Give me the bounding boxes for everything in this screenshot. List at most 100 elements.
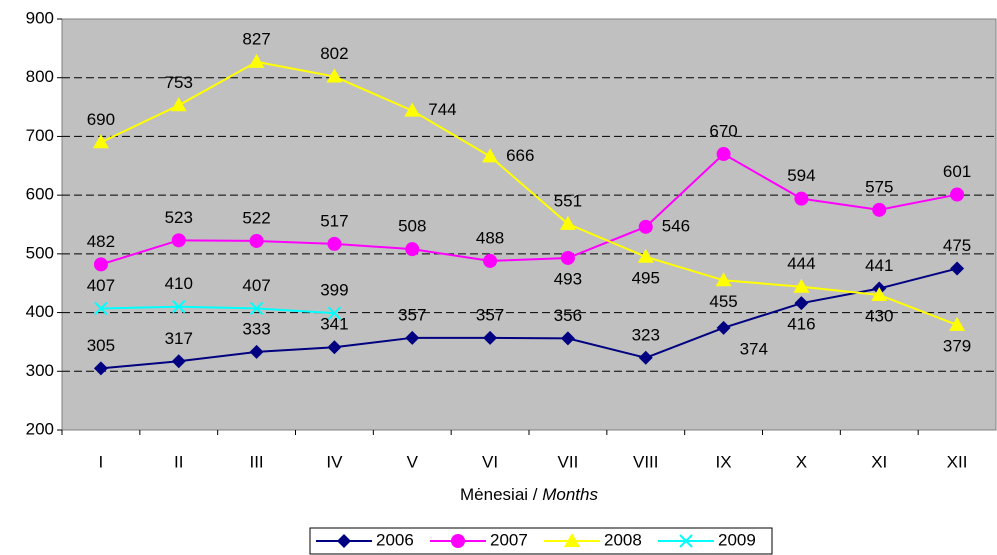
x-tick-label: X xyxy=(796,452,807,471)
data-point xyxy=(327,236,342,251)
data-label: 305 xyxy=(87,336,115,355)
data-point xyxy=(405,330,420,345)
data-point xyxy=(482,148,499,163)
data-label: 357 xyxy=(476,305,504,324)
data-label: 546 xyxy=(662,216,690,235)
data-point xyxy=(171,354,186,369)
data-label: 333 xyxy=(242,319,270,338)
data-point xyxy=(794,191,809,206)
x-tick-label: VI xyxy=(482,452,498,471)
legend-label: 2008 xyxy=(604,530,642,549)
data-label: 430 xyxy=(865,306,893,325)
x-tick-label: I xyxy=(99,452,104,471)
x-tick-label: XI xyxy=(871,452,887,471)
y-tick-label: 800 xyxy=(26,67,54,86)
data-label: 601 xyxy=(943,162,971,181)
y-tick-label: 900 xyxy=(26,8,54,27)
data-point xyxy=(483,330,498,345)
legend-label: 2006 xyxy=(376,530,414,549)
data-point xyxy=(950,261,965,276)
data-label: 444 xyxy=(787,254,815,273)
data-label: 374 xyxy=(740,339,768,358)
data-label: 455 xyxy=(709,292,737,311)
x-tick-label: II xyxy=(174,452,183,471)
data-point xyxy=(483,253,498,268)
data-label: 323 xyxy=(632,325,660,344)
data-label: 482 xyxy=(87,232,115,251)
data-point xyxy=(871,286,888,301)
data-label: 495 xyxy=(632,268,660,287)
data-label: 356 xyxy=(554,306,582,325)
data-label: 753 xyxy=(165,73,193,92)
series-line xyxy=(100,305,335,315)
data-label: 441 xyxy=(865,256,893,275)
y-tick-label: 400 xyxy=(26,302,54,321)
data-point xyxy=(950,187,965,202)
legend-label: 2007 xyxy=(490,530,528,549)
data-point xyxy=(949,316,966,331)
data-label: 410 xyxy=(165,274,193,293)
data-point xyxy=(715,272,732,287)
data-point xyxy=(405,242,420,257)
data-point xyxy=(93,257,108,272)
legend-label: 2009 xyxy=(718,530,756,549)
x-tick-label: IX xyxy=(716,452,732,471)
data-label: 379 xyxy=(943,336,971,355)
x-tick-label: III xyxy=(249,452,263,471)
x-tick-label: XII xyxy=(947,452,968,471)
data-label: 488 xyxy=(476,228,504,247)
data-label: 522 xyxy=(242,208,270,227)
y-tick-label: 200 xyxy=(26,419,54,438)
data-point xyxy=(171,233,186,248)
series-line xyxy=(100,267,958,370)
data-label: 508 xyxy=(398,217,426,236)
data-label: 666 xyxy=(506,146,534,165)
data-label: 475 xyxy=(943,236,971,255)
data-label: 827 xyxy=(242,29,270,48)
series-line xyxy=(100,60,958,326)
x-tick-label: V xyxy=(407,452,419,471)
x-tick-label: VII xyxy=(558,452,579,471)
data-point xyxy=(794,296,809,311)
x-tick-label: IV xyxy=(326,452,343,471)
data-label: 341 xyxy=(320,315,348,334)
data-point xyxy=(248,53,265,68)
data-point xyxy=(249,301,264,316)
x-tick-label: VIII xyxy=(633,452,659,471)
data-point xyxy=(638,219,653,234)
legend-marker xyxy=(564,533,580,547)
data-point xyxy=(172,299,186,314)
data-label: 575 xyxy=(865,177,893,196)
data-point xyxy=(326,68,343,83)
data-label: 357 xyxy=(398,305,426,324)
data-point xyxy=(404,102,421,117)
data-label: 744 xyxy=(428,100,456,119)
data-point xyxy=(637,248,654,263)
data-point xyxy=(559,215,576,230)
legend-marker xyxy=(451,534,465,548)
data-label: 399 xyxy=(320,281,348,300)
data-point xyxy=(638,350,653,365)
data-point xyxy=(872,202,887,217)
series-line xyxy=(100,152,958,266)
y-tick-label: 600 xyxy=(26,185,54,204)
data-point xyxy=(560,250,575,265)
data-point xyxy=(793,278,810,293)
data-point xyxy=(716,147,731,162)
data-point xyxy=(249,233,264,248)
data-label: 551 xyxy=(554,191,582,210)
data-label: 670 xyxy=(709,122,737,141)
data-label: 690 xyxy=(87,110,115,129)
data-label: 493 xyxy=(554,269,582,288)
data-point xyxy=(93,361,108,376)
data-point xyxy=(327,306,342,320)
data-label: 407 xyxy=(87,276,115,295)
data-label: 407 xyxy=(242,276,270,295)
y-tick-label: 300 xyxy=(26,361,54,380)
data-point xyxy=(170,97,187,112)
data-point xyxy=(92,134,109,149)
data-label: 594 xyxy=(787,166,815,185)
data-point xyxy=(327,340,342,355)
data-label: 802 xyxy=(320,44,348,63)
